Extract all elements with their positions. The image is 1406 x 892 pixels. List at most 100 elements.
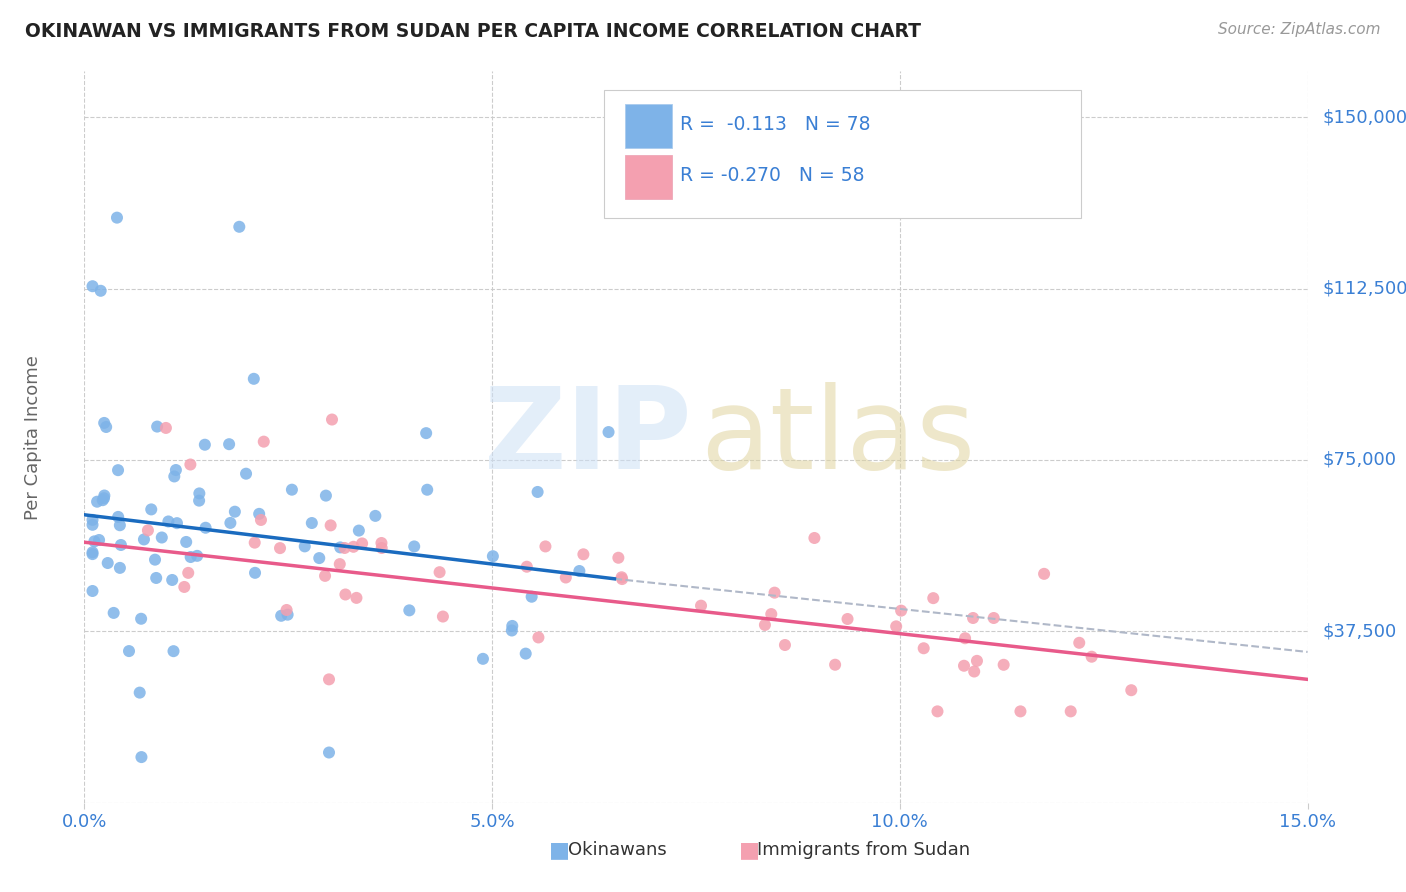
Point <box>110 538 132 552</box>
Point <box>177 566 200 580</box>
Point <box>108 561 131 575</box>
Point <box>754 618 776 632</box>
Point <box>136 524 159 538</box>
Text: Per Capita Income: Per Capita Income <box>24 355 42 519</box>
Point <box>610 570 633 584</box>
Point <box>83 534 105 549</box>
Point <box>188 493 211 508</box>
Text: $112,500: $112,500 <box>1322 279 1406 298</box>
Text: ■: ■ <box>738 840 759 861</box>
Point <box>235 467 257 481</box>
Point <box>93 489 115 503</box>
Point <box>162 644 184 658</box>
Text: OKINAWAN VS IMMIGRANTS FROM SUDAN PER CAPITA INCOME CORRELATION CHART: OKINAWAN VS IMMIGRANTS FROM SUDAN PER CA… <box>25 22 921 41</box>
Point <box>837 612 859 626</box>
Point <box>482 549 505 564</box>
Point <box>186 549 208 563</box>
Point <box>90 284 112 298</box>
Point <box>163 469 186 483</box>
Point <box>308 551 330 566</box>
Point <box>962 611 984 625</box>
Point <box>180 549 202 564</box>
Point <box>97 556 120 570</box>
Point <box>501 619 523 633</box>
Point <box>93 416 115 430</box>
Point <box>890 604 912 618</box>
Point <box>145 571 167 585</box>
Point <box>1080 649 1102 664</box>
Point <box>82 279 104 293</box>
Point <box>554 570 576 584</box>
Point <box>347 524 370 538</box>
Point <box>150 531 173 545</box>
Point <box>966 654 988 668</box>
Point <box>526 485 548 500</box>
Point <box>598 425 620 439</box>
Text: $75,000: $75,000 <box>1322 451 1396 469</box>
Point <box>773 638 796 652</box>
Point <box>471 652 494 666</box>
Point <box>105 211 128 225</box>
Point <box>194 521 217 535</box>
Point <box>82 517 104 532</box>
Point <box>87 533 110 547</box>
Point <box>884 619 907 633</box>
Point <box>335 587 357 601</box>
Point <box>398 603 420 617</box>
Point <box>1060 705 1083 719</box>
Point <box>520 590 543 604</box>
Point <box>128 685 150 699</box>
Point <box>141 502 163 516</box>
Point <box>370 536 392 550</box>
Point <box>301 516 323 530</box>
Point <box>243 535 266 549</box>
Point <box>342 540 364 554</box>
Point <box>82 547 104 561</box>
Point <box>315 489 337 503</box>
Point <box>93 491 115 506</box>
Point <box>243 372 266 386</box>
Point <box>173 580 195 594</box>
Point <box>983 611 1005 625</box>
Point <box>1010 705 1032 719</box>
Text: $37,500: $37,500 <box>1322 623 1396 640</box>
Point <box>690 599 713 613</box>
Point <box>281 483 304 497</box>
Point <box>346 591 368 605</box>
Point <box>953 632 976 646</box>
Point <box>96 420 118 434</box>
Point <box>607 550 630 565</box>
Point <box>1069 636 1091 650</box>
Point <box>157 515 180 529</box>
Point <box>370 541 392 555</box>
Point <box>429 565 451 579</box>
Text: R =  -0.113   N = 78: R = -0.113 N = 78 <box>681 115 870 135</box>
Point <box>250 513 273 527</box>
Point <box>107 463 129 477</box>
Point <box>247 507 270 521</box>
Point <box>179 458 201 472</box>
Point <box>1033 566 1056 581</box>
Point <box>352 536 374 550</box>
Point <box>143 552 166 566</box>
Point <box>294 540 316 554</box>
Point <box>415 426 437 441</box>
Point <box>922 591 945 606</box>
Point <box>927 705 949 719</box>
Point <box>993 657 1015 672</box>
Text: ZIP: ZIP <box>484 382 692 492</box>
Point <box>165 463 187 477</box>
Point <box>107 509 129 524</box>
Point <box>803 531 825 545</box>
Text: Source: ZipAtlas.com: Source: ZipAtlas.com <box>1218 22 1381 37</box>
Point <box>610 572 633 586</box>
FancyBboxPatch shape <box>605 90 1081 218</box>
Point <box>129 612 152 626</box>
Point <box>824 657 846 672</box>
Point <box>763 585 786 599</box>
Point <box>276 603 298 617</box>
Point <box>416 483 439 497</box>
Point <box>501 624 523 638</box>
Point <box>174 535 197 549</box>
Point <box>318 673 340 687</box>
